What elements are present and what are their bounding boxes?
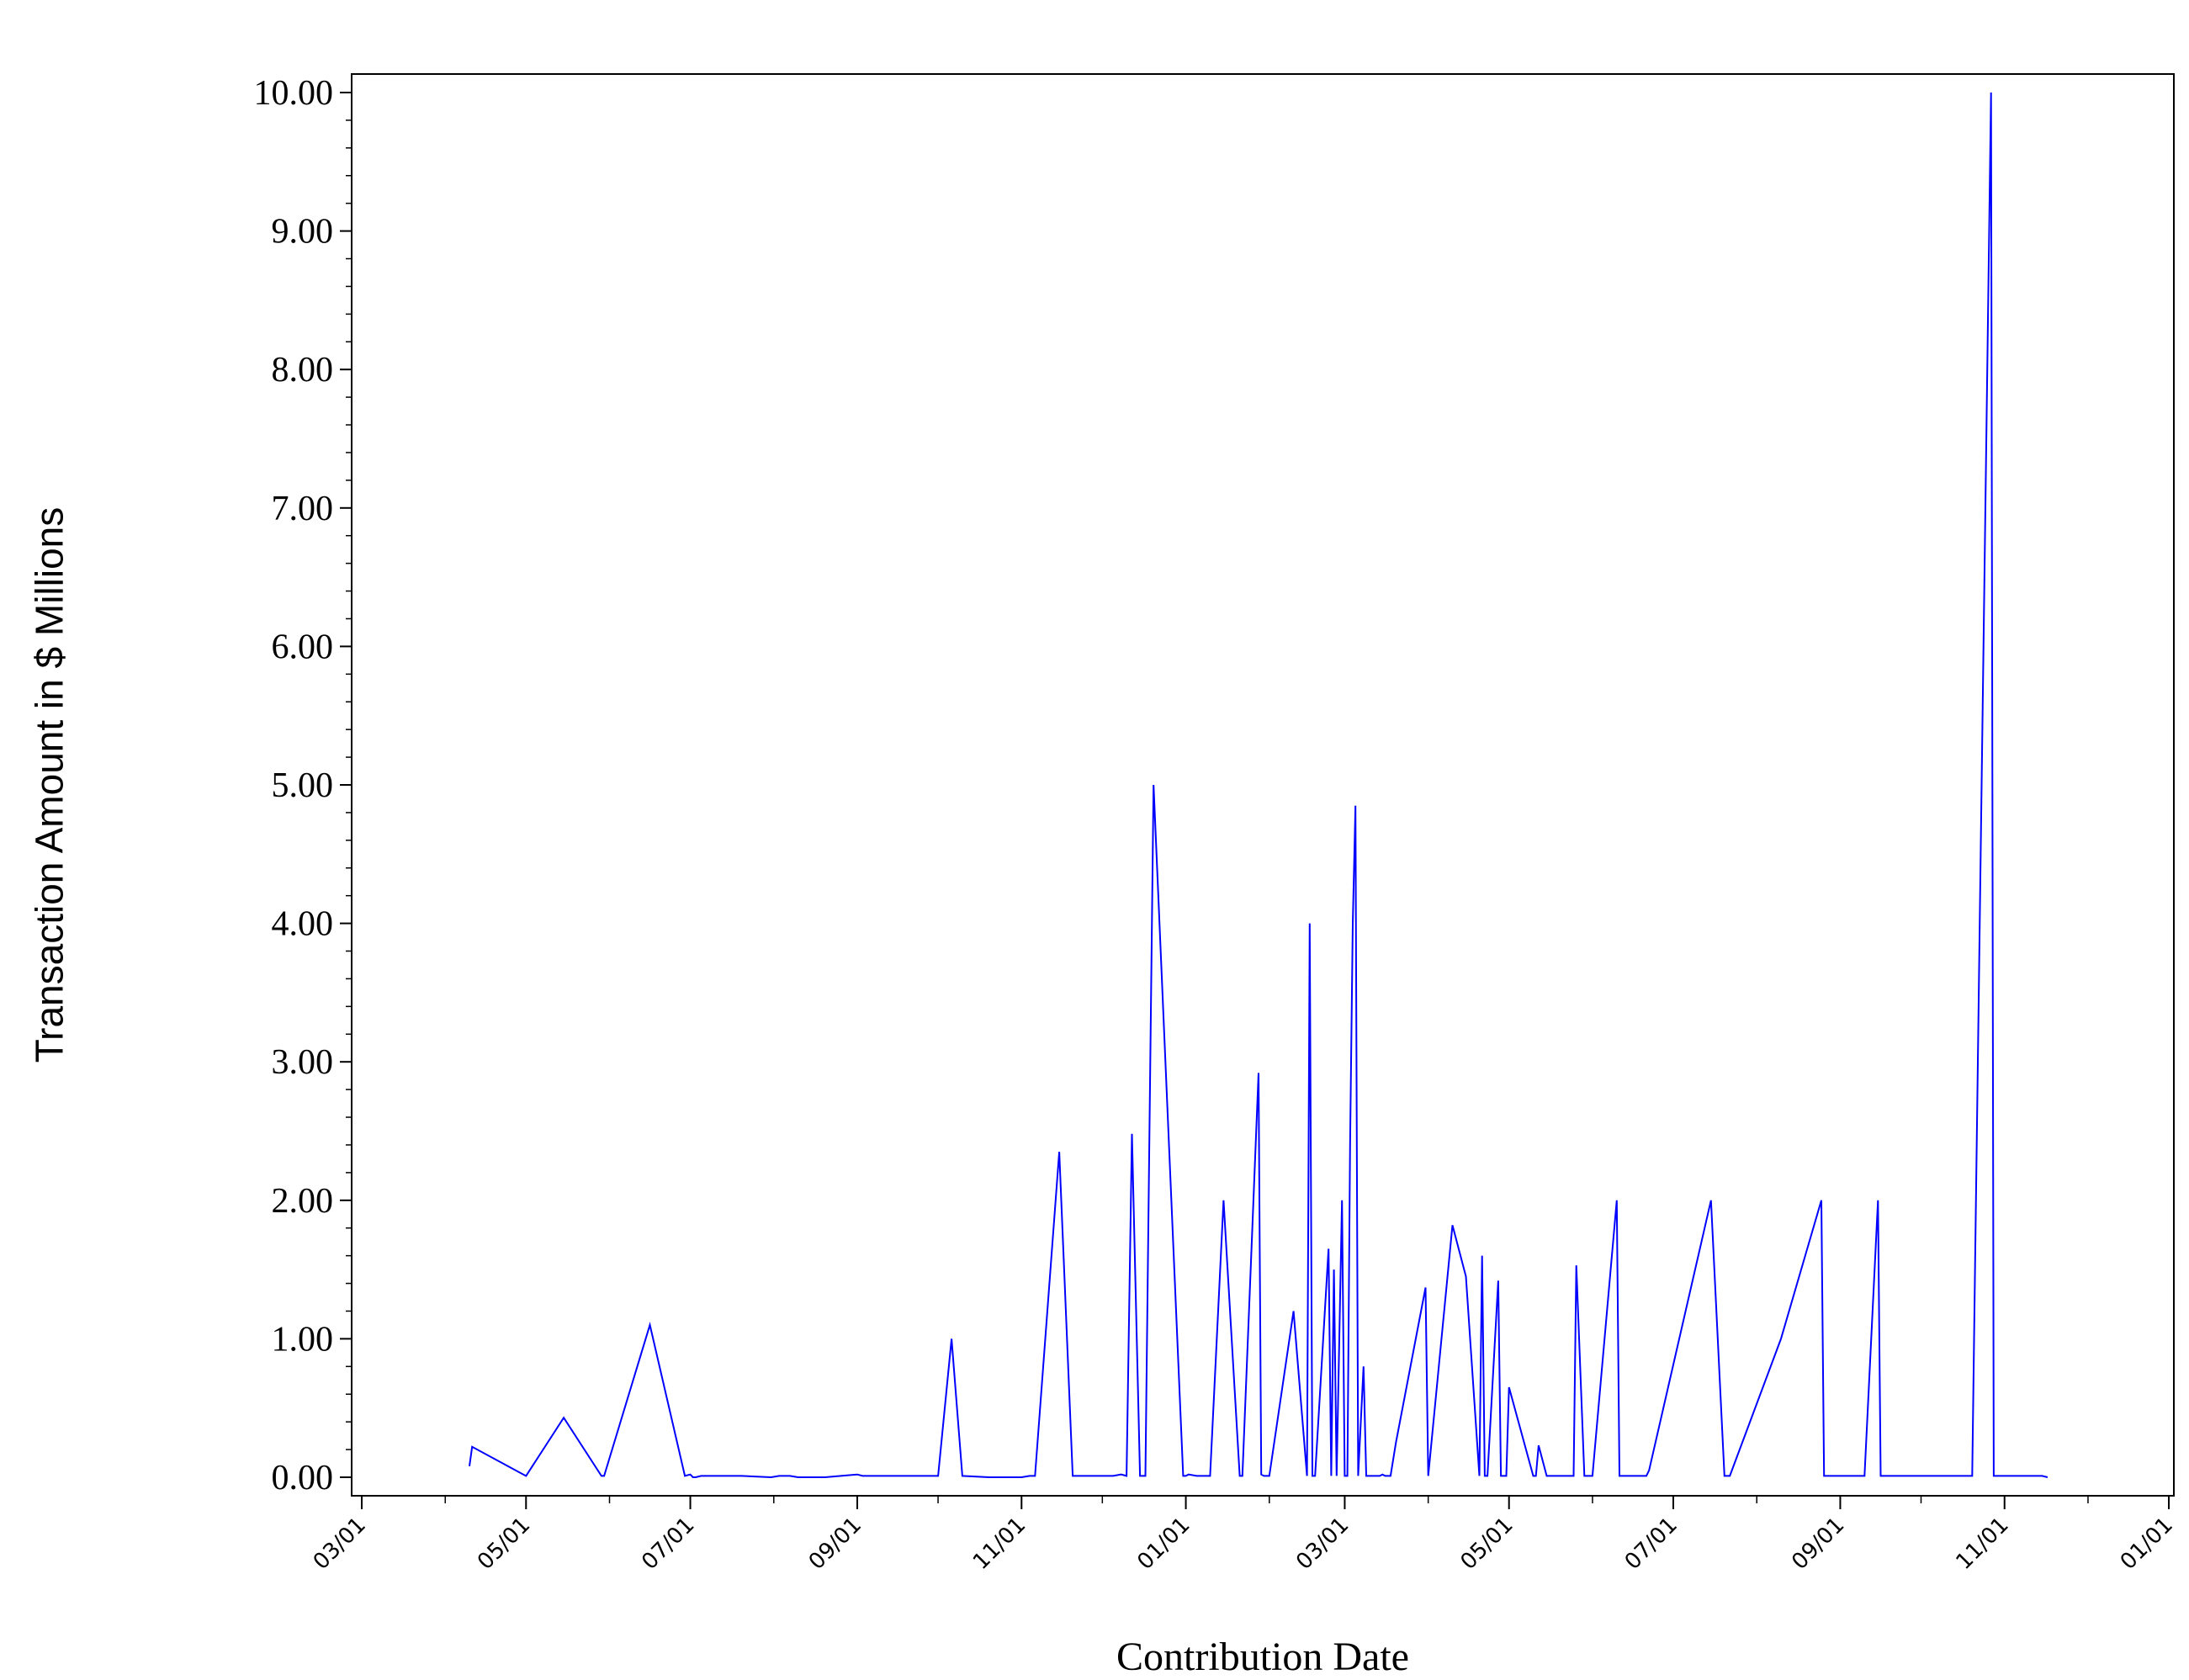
x-tick-label: 07/01 xyxy=(1620,1513,1683,1575)
x-tick-label: 05/01 xyxy=(473,1513,535,1575)
x-axis-label: Contribution Date xyxy=(1116,1635,1409,1679)
y-tick-label: 10.00 xyxy=(254,74,334,113)
y-tick-label: 1.00 xyxy=(272,1320,334,1359)
plot-frame xyxy=(351,73,2175,1497)
y-tick-label: 7.00 xyxy=(272,490,334,528)
x-tick-label: 01/01 xyxy=(1132,1513,1195,1575)
y-tick-label: 5.00 xyxy=(272,766,334,805)
y-tick-label: 4.00 xyxy=(272,905,334,944)
x-tick-label: 09/01 xyxy=(1787,1513,1849,1575)
x-tick-label: 05/01 xyxy=(1455,1513,1518,1575)
x-tick-label: 11/01 xyxy=(1951,1513,2013,1575)
x-tick-label: 07/01 xyxy=(637,1513,699,1575)
x-tick-label: 11/01 xyxy=(968,1513,1031,1575)
x-tick-label: 03/01 xyxy=(1291,1513,1354,1575)
y-tick-label: 3.00 xyxy=(272,1043,334,1082)
series-line xyxy=(469,92,2049,1479)
x-tick-label: 01/01 xyxy=(2116,1513,2178,1575)
y-tick-label: 8.00 xyxy=(272,351,334,390)
x-tick-label: 03/01 xyxy=(309,1513,371,1575)
y-tick-label: 6.00 xyxy=(272,628,334,666)
y-tick-label: 9.00 xyxy=(272,213,334,252)
y-tick-label: 2.00 xyxy=(272,1182,334,1221)
y-tick-label: 0.00 xyxy=(272,1459,334,1497)
x-tick-label: 09/01 xyxy=(804,1513,867,1575)
